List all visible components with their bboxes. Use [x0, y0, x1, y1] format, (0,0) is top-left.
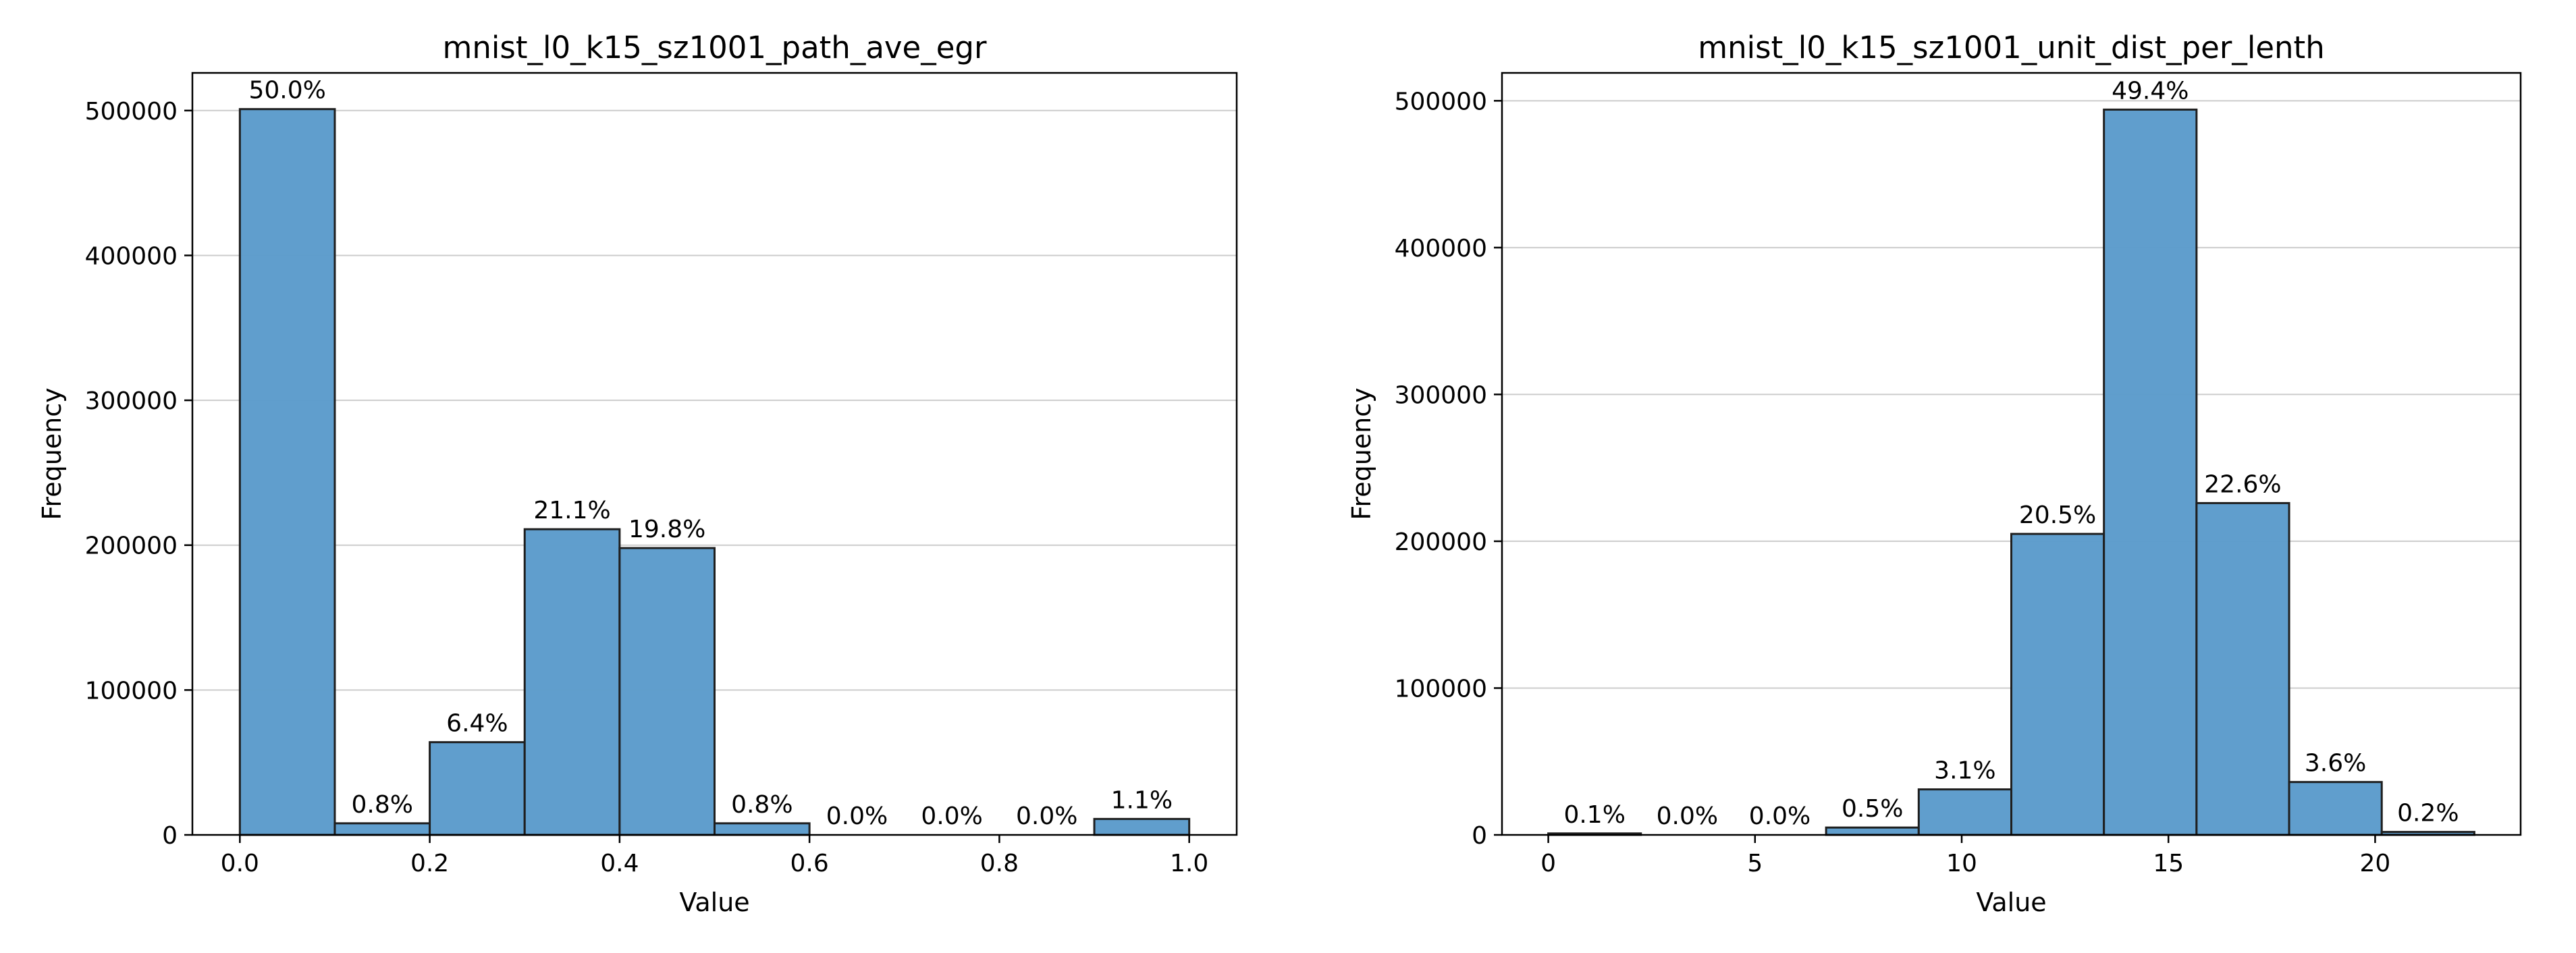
y-tick-label: 300000: [85, 387, 178, 415]
bar-percent-label: 0.1%: [1563, 801, 1625, 829]
bar-percent-label: 3.1%: [1934, 757, 1995, 785]
y-tick-label: 400000: [1395, 235, 1487, 263]
histogram-bar: [333, 822, 431, 836]
histogram-bar: [1917, 788, 2012, 836]
y-tick-label: 500000: [1395, 88, 1487, 115]
x-tick-label: 0.2: [410, 850, 449, 877]
x-tick-label: 1.0: [1170, 850, 1208, 877]
bar-percent-label: 0.0%: [921, 802, 982, 830]
x-tick-label: 0: [1540, 850, 1556, 877]
x-axis-label: Value: [1976, 888, 2046, 917]
chart-unit-dist-per-lenth: 0.1% 0.0% 0.0% 0.5% 3.1% 20.5% 49.4% 22.6% 3.6% 0…: [1347, 30, 2522, 917]
x-tick-label: 20: [2360, 850, 2391, 877]
histogram-bar: [2010, 533, 2105, 836]
histogram-bar: [2195, 501, 2290, 836]
histogram-bar: [523, 528, 621, 836]
bar-percent-label: 22.6%: [2204, 470, 2281, 498]
x-tick-label: 0.8: [980, 850, 1019, 877]
bar-percent-label: 0.0%: [826, 802, 888, 830]
histogram-bar: [2103, 108, 2198, 836]
y-axis-label: Frequency: [37, 387, 67, 520]
y-tick-label: 500000: [85, 98, 178, 126]
bar-percent-label: 0.0%: [1016, 802, 1077, 830]
x-tick-label: 5: [1747, 850, 1763, 877]
histogram-bar: [429, 741, 526, 836]
x-tick-label: 0.4: [600, 850, 639, 877]
y-tick-label: 0: [1472, 822, 1487, 850]
bar-percent-label: 0.8%: [731, 791, 793, 819]
y-tick-label: 300000: [1395, 381, 1487, 409]
y-tick-label: 400000: [85, 242, 178, 270]
histogram-bar: [618, 547, 716, 836]
bar-percent-label: 19.8%: [628, 516, 705, 543]
bar-percent-label: 0.0%: [1749, 802, 1810, 830]
bar-percent-label: 49.4%: [2112, 77, 2189, 105]
histogram-bar: [714, 822, 811, 836]
bar-percent-label: 1.1%: [1111, 786, 1173, 814]
bar-percent-label: 3.6%: [2305, 750, 2366, 778]
y-axis-label: Frequency: [1347, 387, 1376, 520]
x-tick-label: 0.6: [790, 850, 829, 877]
axes-frame: [1501, 72, 2522, 836]
bar-percent-label: 0.8%: [352, 791, 413, 819]
histogram-bar: [2288, 781, 2383, 836]
bar-percent-label: 0.2%: [2397, 800, 2459, 827]
x-tick-label: 10: [1946, 850, 1977, 877]
histogram-bar: [1093, 817, 1191, 836]
x-axis-label: Value: [679, 888, 749, 917]
axes-frame: [191, 72, 1238, 836]
x-tick-label: 15: [2153, 850, 2184, 877]
bar-percent-label: 20.5%: [2019, 501, 2096, 529]
y-tick-label: 200000: [1395, 528, 1487, 556]
bar-percent-label: 21.1%: [533, 497, 610, 524]
chart-title: mnist_l0_k15_sz1001_unit_dist_per_lenth: [1698, 30, 2324, 65]
bar-percent-label: 6.4%: [446, 710, 508, 738]
y-tick-label: 0: [162, 822, 178, 850]
histogram-bar: [238, 108, 336, 836]
y-tick-label: 100000: [85, 677, 178, 705]
bar-percent-label: 50.0%: [248, 77, 325, 105]
y-tick-label: 100000: [1395, 675, 1487, 703]
y-tick-label: 200000: [85, 533, 178, 560]
x-tick-label: 0.0: [221, 850, 259, 877]
bar-percent-label: 0.0%: [1657, 802, 1718, 830]
bar-percent-label: 0.5%: [1842, 795, 1903, 823]
histogram-bar: [1825, 826, 1920, 836]
chart-path-ave-egr: 50.0% 0.8% 6.4% 21.1% 19.8% 0.8% 0.0% 0.0% 0.0% 1…: [37, 30, 1238, 917]
chart-title: mnist_l0_k15_sz1001_path_ave_egr: [443, 30, 987, 65]
